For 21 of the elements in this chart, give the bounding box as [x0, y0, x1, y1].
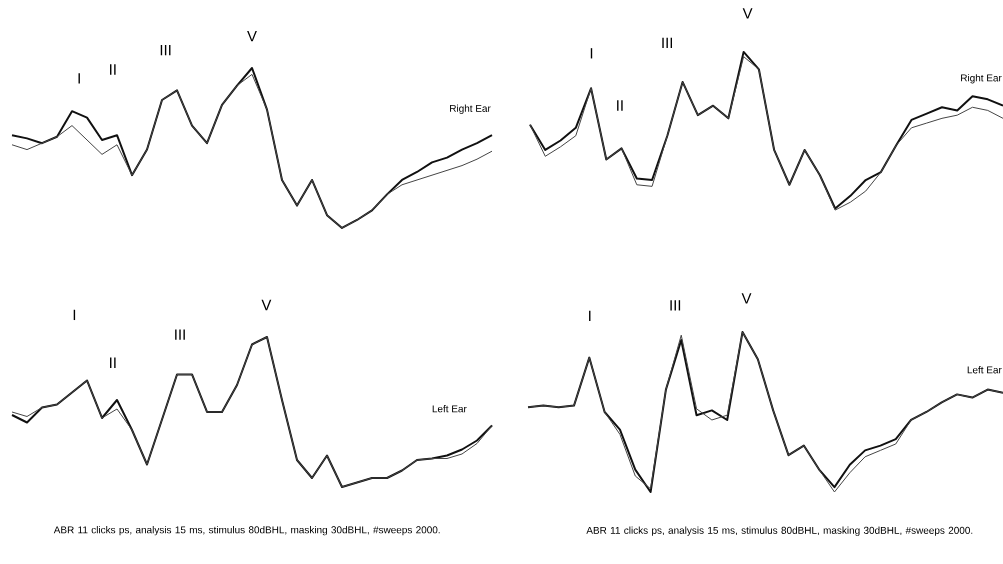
text: I: [589, 310, 591, 322]
text: ABR 11 clicks ps, analysis 15 ms, stimulus 80dBHL, masking 30dBHL, #sweeps 2000.: [586, 526, 973, 536]
text: I: [73, 309, 76, 321]
annotation: II: [110, 64, 116, 75]
text: V: [247, 30, 257, 42]
annotation: Right Ear: [961, 74, 1002, 84]
annotation: Right Ear: [450, 104, 491, 114]
text: V: [742, 8, 753, 19]
text: V: [261, 299, 272, 311]
text: ABR 11 clicks ps, analysis 15 ms, stimulus 80dBHL, masking 30dBHL, #sweeps 2000.: [53, 526, 440, 536]
text: III: [670, 300, 681, 311]
annotation: Left Ear: [967, 366, 1002, 374]
annotation: II: [617, 100, 623, 111]
annotation: III: [175, 329, 185, 340]
annotation: I: [590, 48, 593, 59]
annotation: Left Ear: [432, 405, 467, 413]
text: V: [741, 293, 752, 304]
annotation: II: [110, 357, 116, 368]
text: III: [662, 37, 673, 49]
annotation: I: [78, 73, 80, 84]
text: III: [160, 44, 171, 56]
